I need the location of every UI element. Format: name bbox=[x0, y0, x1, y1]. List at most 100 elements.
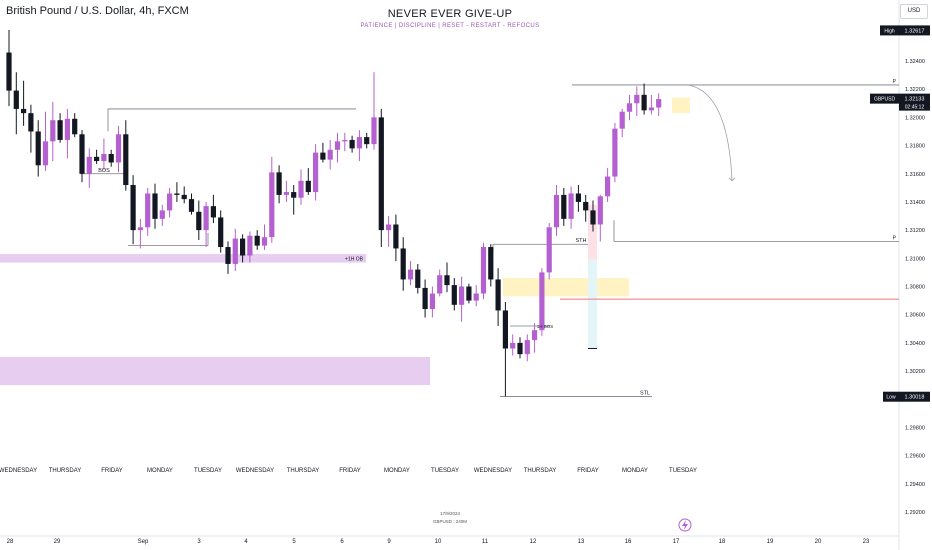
chart-subtitle: PATIENCE | DISCIPLINE | RESET - RESTART … bbox=[360, 23, 540, 29]
candle-body bbox=[371, 117, 377, 145]
flash-icon-ring bbox=[678, 518, 692, 532]
day-label: FRIDAY bbox=[339, 468, 361, 474]
candle-body bbox=[101, 154, 107, 162]
candle-body bbox=[342, 139, 348, 142]
bos-label: BOS bbox=[98, 168, 110, 174]
candle-body bbox=[145, 193, 151, 228]
candle-body bbox=[188, 199, 195, 212]
candle-body bbox=[327, 149, 333, 160]
candle-body bbox=[167, 193, 173, 211]
candle-body bbox=[364, 137, 370, 145]
candle-body bbox=[313, 152, 319, 193]
date-tick-label: 19 bbox=[767, 539, 774, 545]
candle-body bbox=[86, 156, 92, 174]
candle-body bbox=[159, 210, 165, 219]
candle-body bbox=[64, 118, 70, 140]
date-tick-label: 18 bbox=[719, 539, 726, 545]
price-tick-label: 1.30600 bbox=[905, 313, 925, 319]
demand-zone bbox=[0, 356, 430, 386]
candle-body bbox=[422, 287, 428, 310]
date-tick-label: 10 bbox=[435, 539, 442, 545]
ob-1h-label: +1H OB bbox=[345, 256, 364, 262]
candle-body bbox=[13, 90, 19, 109]
candle-body bbox=[400, 248, 406, 280]
candle-body bbox=[517, 342, 523, 355]
candle-body bbox=[488, 247, 494, 280]
candle-body bbox=[407, 269, 414, 280]
currency-button[interactable]: USD bbox=[900, 4, 928, 19]
candle-body bbox=[232, 238, 238, 264]
date-tick-label: 16 bbox=[625, 539, 632, 545]
candle-body bbox=[254, 235, 260, 246]
day-label: THURSDAY bbox=[287, 468, 320, 474]
candle-body bbox=[79, 134, 85, 174]
candle-body bbox=[546, 227, 552, 273]
candle-body bbox=[247, 235, 253, 256]
footer-date: 17/9/2024 bbox=[439, 511, 461, 516]
price-tick-label: 1.31400 bbox=[905, 200, 925, 206]
candle-body bbox=[619, 111, 625, 129]
candle-body bbox=[393, 224, 399, 249]
candle-body bbox=[378, 117, 384, 231]
date-tick-label: 11 bbox=[482, 539, 489, 545]
day-label: TUESDAY bbox=[194, 468, 222, 474]
candle-body bbox=[437, 275, 443, 294]
candle-body bbox=[656, 99, 662, 108]
candle-body bbox=[225, 247, 231, 264]
candle-body bbox=[72, 118, 78, 135]
stl-label: STL bbox=[640, 390, 650, 396]
date-tick-label: 3 bbox=[197, 539, 201, 545]
candle-body bbox=[137, 227, 143, 231]
low-tag-value: 1.30018 bbox=[905, 395, 925, 401]
date-tick-label: 29 bbox=[54, 539, 61, 545]
high-tag-label-bg bbox=[880, 25, 899, 36]
current-tag-value: 1.32133 bbox=[905, 97, 925, 103]
candle-body bbox=[605, 176, 611, 197]
candle-body bbox=[648, 107, 654, 111]
candle-body bbox=[218, 217, 224, 248]
candle-body bbox=[174, 193, 180, 195]
date-tick-label: 4 bbox=[244, 539, 248, 545]
candle-body bbox=[386, 224, 392, 231]
current-tag-symbol-bg bbox=[870, 93, 899, 104]
projection-arrowhead bbox=[728, 177, 736, 182]
price-tick-label: 1.31800 bbox=[905, 144, 925, 150]
candle-body bbox=[196, 211, 202, 231]
price-tick-label: 1.29400 bbox=[905, 482, 925, 488]
candle-body bbox=[261, 237, 268, 246]
candle-body bbox=[6, 52, 12, 91]
candle-body bbox=[152, 193, 158, 219]
high-tag-label: High bbox=[884, 28, 895, 34]
price-tick-label: 1.30800 bbox=[905, 285, 925, 291]
date-tick-label: Sep bbox=[138, 539, 149, 545]
candle-body bbox=[415, 269, 421, 288]
current-tag-value-bg bbox=[899, 93, 930, 111]
symbol-title: British Pound / U.S. Dollar, 4h, FXCM bbox=[6, 5, 189, 17]
date-tick-label: 28 bbox=[7, 539, 14, 545]
candle-body bbox=[612, 128, 618, 177]
flash-icon bbox=[682, 520, 688, 530]
candle-body bbox=[50, 120, 56, 142]
candle-body bbox=[291, 192, 297, 198]
price-tick-label: 1.32400 bbox=[905, 59, 925, 65]
candle-body bbox=[626, 103, 633, 112]
price-tick-label: 1.29200 bbox=[905, 510, 925, 516]
candle-body bbox=[429, 293, 435, 310]
price-tick-label: 1.31200 bbox=[905, 228, 925, 234]
day-label: TUESDAY bbox=[431, 468, 459, 474]
high-tag-value-bg bbox=[899, 25, 930, 36]
price-tick-label: 1.31600 bbox=[905, 172, 925, 178]
candle-body bbox=[466, 286, 472, 301]
target-zone bbox=[588, 259, 597, 349]
candle-body bbox=[283, 192, 289, 195]
date-tick-label: 13 bbox=[578, 539, 585, 545]
candle-body bbox=[334, 141, 341, 150]
candle-body bbox=[583, 201, 589, 211]
current-tag-countdown: 02:45:12 bbox=[905, 105, 925, 111]
date-tick-label: 20 bbox=[815, 539, 822, 545]
candle-body bbox=[597, 196, 603, 225]
candle-body bbox=[553, 194, 560, 228]
price-tick-label: 1.30400 bbox=[905, 341, 925, 347]
risk-zone bbox=[588, 204, 597, 260]
